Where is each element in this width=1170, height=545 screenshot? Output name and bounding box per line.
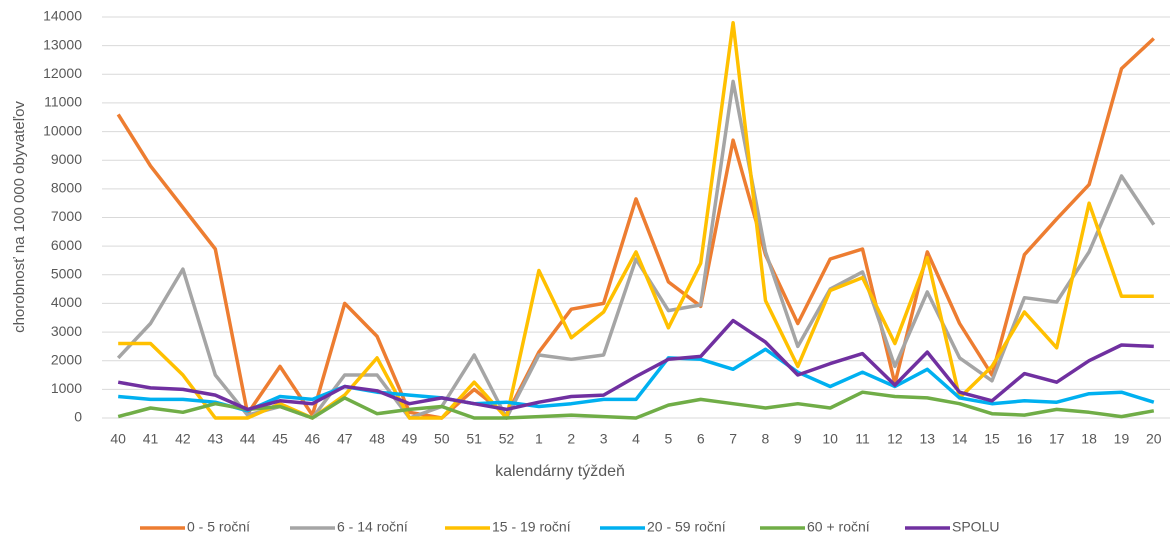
x-axis-title: kalendárny týždeň — [495, 463, 625, 480]
x-tick-label: 3 — [600, 431, 608, 447]
legend-label: 15 - 19 roční — [492, 519, 571, 535]
series-line — [117, 318, 1154, 412]
x-tick-label: 8 — [762, 431, 770, 447]
x-tick-label: 48 — [369, 431, 385, 447]
y-tick-label: 9000 — [51, 151, 82, 167]
x-tick-label: 14 — [952, 431, 968, 447]
y-tick-label: 2000 — [51, 351, 82, 367]
legend-label: 0 - 5 roční — [187, 519, 250, 535]
y-tick-label: 11000 — [44, 94, 82, 110]
y-tick-label: 8000 — [51, 180, 82, 196]
x-tick-label: 9 — [794, 431, 802, 447]
x-tick-label: 12 — [887, 431, 903, 447]
x-tick-label: 7 — [729, 431, 737, 447]
x-tick-label: 52 — [499, 431, 515, 447]
x-tick-label: 49 — [402, 431, 418, 447]
x-tick-label: 50 — [434, 431, 450, 447]
x-tick-label: 4 — [632, 431, 640, 447]
x-tick-label: 42 — [175, 431, 191, 447]
series-line — [117, 390, 1155, 420]
legend-label: 6 - 14 roční — [337, 519, 408, 535]
series-line — [118, 347, 1155, 413]
x-tick-label: 41 — [143, 431, 159, 447]
legend-label: 20 - 59 roční — [647, 519, 726, 535]
y-tick-label: 0 — [74, 409, 82, 425]
x-tick-label: 17 — [1049, 431, 1065, 447]
y-tick-label: 13000 — [43, 36, 82, 52]
y-axis-title: chorobnosť na 100 000 obyvateľov — [11, 101, 28, 333]
legend-label: 60 + roční — [807, 519, 870, 535]
y-tick-label: 3000 — [51, 323, 82, 339]
y-tick-label: 5000 — [51, 265, 82, 281]
x-tick-label: 47 — [337, 431, 353, 447]
series-line — [116, 37, 1155, 420]
x-tick-label: 20 — [1146, 431, 1162, 447]
y-tick-label: 10000 — [43, 122, 82, 138]
x-tick-label: 45 — [272, 431, 288, 447]
y-tick-label: 4000 — [51, 294, 82, 310]
series-line — [118, 20, 1154, 420]
x-tick-label: 13 — [919, 431, 935, 447]
x-tick-label: 51 — [466, 431, 482, 447]
x-tick-label: 15 — [984, 431, 1000, 447]
x-tick-label: 11 — [855, 431, 870, 447]
legend-label: SPOLU — [952, 519, 999, 535]
x-tick-label: 10 — [822, 431, 838, 447]
x-tick-label: 40 — [110, 431, 126, 447]
y-tick-label: 14000 — [43, 8, 82, 24]
x-tick-label: 16 — [1017, 431, 1033, 447]
x-tick-label: 6 — [697, 431, 705, 447]
x-tick-label: 19 — [1114, 431, 1130, 447]
x-tick-label: 5 — [664, 431, 672, 447]
y-tick-label: 12000 — [43, 65, 82, 81]
x-tick-label: 43 — [207, 431, 223, 447]
x-tick-label: 1 — [535, 431, 543, 447]
y-tick-label: 6000 — [51, 237, 82, 253]
x-tick-label: 2 — [567, 431, 575, 447]
x-tick-label: 46 — [305, 431, 321, 447]
x-tick-label: 44 — [240, 431, 256, 447]
y-tick-label: 7000 — [51, 208, 82, 224]
x-tick-label: 18 — [1081, 431, 1097, 447]
y-tick-label: 1000 — [51, 380, 82, 396]
